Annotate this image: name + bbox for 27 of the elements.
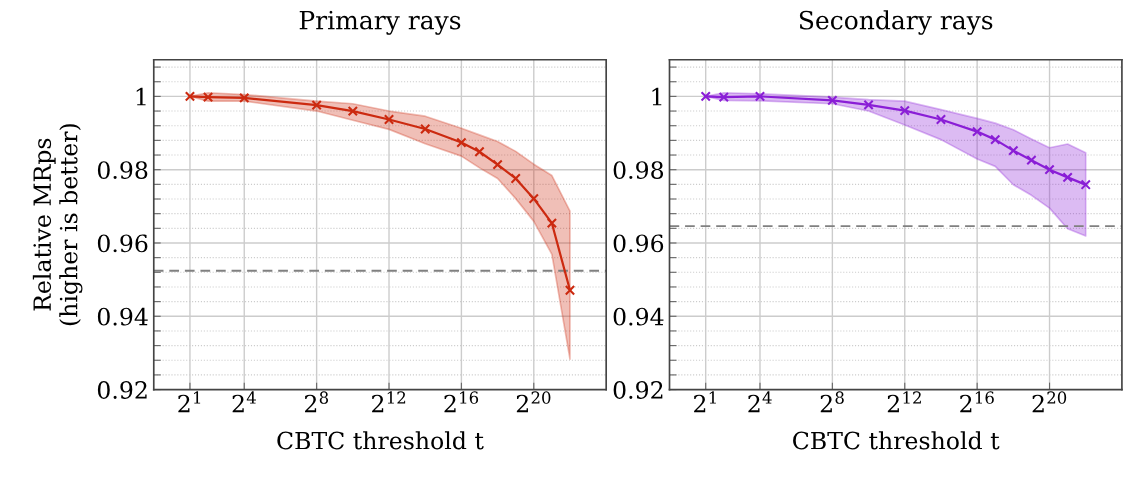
y-tick-label: 0.96 (613, 234, 664, 253)
y-tick-label: 1 (652, 87, 662, 106)
x-tick-label: 2$^{16}$ (960, 391, 994, 413)
y-tick-label: 0.98 (613, 161, 664, 179)
chart-title: Primary rays (299, 10, 461, 35)
y-tick-label: 0.98 (97, 161, 148, 179)
y-tick-label: 1 (136, 87, 146, 106)
y-tick-label: 0.94 (97, 307, 148, 326)
x-axis-title: CBTC threshold t (277, 431, 484, 450)
y-tick-label: 0.96 (97, 234, 148, 253)
x-tick-label: 2$^{12}$ (887, 391, 921, 413)
x-tick-label: 2$^{8}$ (820, 391, 844, 413)
x-tick-label: 2$^{1}$ (694, 391, 716, 413)
x-tick-label: 2$^{1}$ (178, 391, 201, 413)
x-tick-label: 2$^{20}$ (1032, 391, 1067, 413)
y-axis-title: Relative MRps (higher is better) (32, 124, 83, 326)
x-tick-label: 2$^{12}$ (372, 391, 406, 413)
chart-title: Secondary rays (799, 10, 993, 35)
y-tick-label: 0.94 (613, 307, 664, 326)
x-tick-label: 2$^{20}$ (516, 391, 551, 413)
y-tick-label: 0.92 (97, 381, 147, 399)
x-axis-title: CBTC threshold t (793, 431, 1000, 450)
x-tick-label: 2$^{16}$ (444, 391, 479, 413)
y-tick-label: 0.92 (613, 381, 663, 399)
x-tick-label: 2$^{4}$ (748, 391, 772, 413)
x-tick-label: 2$^{8}$ (305, 391, 329, 413)
x-tick-label: 2$^{4}$ (232, 391, 256, 413)
